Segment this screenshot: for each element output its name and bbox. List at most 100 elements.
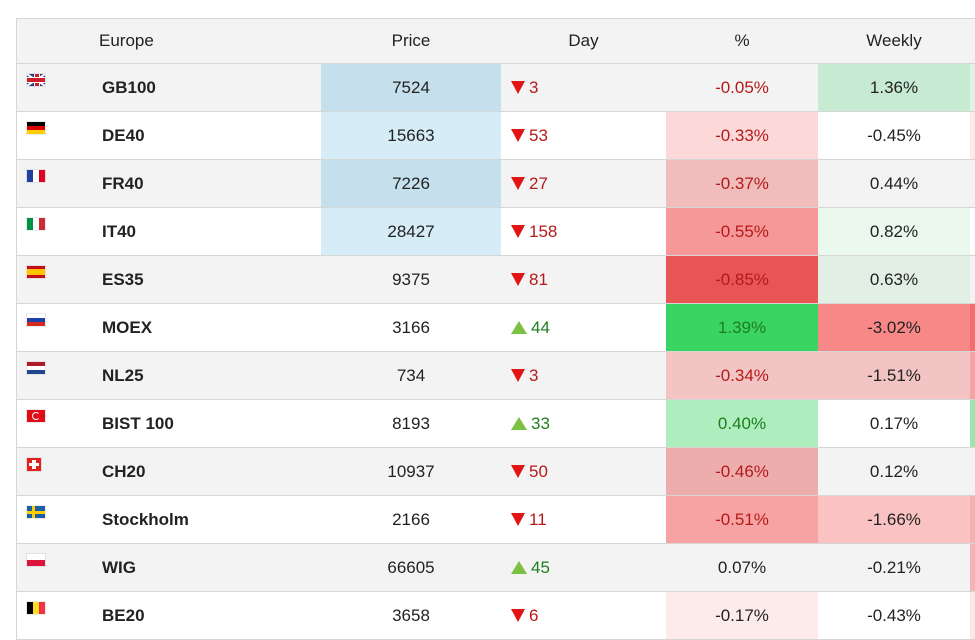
arrow-down-icon (511, 609, 525, 622)
flag-cell (17, 592, 67, 639)
flag-cell (17, 256, 67, 303)
table-row[interactable]: NL25 734 3 -0.34% -1.51% (17, 352, 975, 400)
index-name[interactable]: ES35 (102, 269, 144, 289)
day-change-value: 53 (529, 125, 548, 145)
table-row[interactable]: DE40 15663 53 -0.33% -0.45% (17, 112, 975, 160)
flag-cell (17, 544, 67, 591)
index-name[interactable]: MOEX (102, 317, 153, 337)
table-row[interactable]: BIST 100 8193 33 0.40% 0.17% (17, 400, 975, 448)
day-change-cell: 3 (501, 352, 666, 399)
header-weekly[interactable]: Weekly (866, 31, 922, 50)
arrow-down-icon (511, 273, 525, 286)
flag-cell (17, 400, 67, 447)
day-change-value: 45 (531, 557, 550, 577)
day-change-cell: 44 (501, 304, 666, 351)
header-flag-col (17, 19, 67, 63)
day-change-cell: 33 (501, 400, 666, 447)
index-name[interactable]: NL25 (102, 365, 144, 385)
weekly-change-cell: -1.66% (818, 496, 970, 543)
header-pct[interactable]: % (734, 31, 750, 50)
day-change-value: 81 (529, 269, 548, 289)
table-row[interactable]: ES35 9375 81 -0.85% 0.63% (17, 256, 975, 304)
table-row[interactable]: Stockholm 2166 11 -0.51% -1.66% (17, 496, 975, 544)
table-row[interactable]: MOEX 3166 44 1.39% -3.02% (17, 304, 975, 352)
weekly-change-cell: 0.17% (869, 413, 919, 433)
index-name[interactable]: IT40 (102, 221, 137, 241)
index-name[interactable]: BIST 100 (102, 413, 174, 433)
flag-cell (17, 64, 67, 111)
pct-change-cell: -0.33% (666, 112, 818, 159)
pct-change-cell: -0.17% (666, 592, 818, 639)
table-row[interactable]: CH20 10937 50 -0.46% 0.12% (17, 448, 975, 496)
pct-change-cell: 1.39% (666, 304, 818, 351)
day-change-value: 44 (531, 317, 550, 337)
table-row[interactable]: BE20 3658 6 -0.17% -0.43% (17, 592, 975, 640)
price-cell: 10937 (387, 461, 435, 481)
belgium-flag-icon (27, 602, 45, 614)
pct-change-cell: -0.34% (666, 352, 818, 399)
turkey-flag-icon (27, 410, 45, 422)
flag-cell (17, 160, 67, 207)
extra-column-cell (970, 400, 975, 447)
russia-flag-icon (27, 314, 45, 326)
pct-change-cell: -0.05% (715, 77, 769, 97)
flag-cell (17, 304, 67, 351)
index-name[interactable]: BE20 (102, 605, 145, 625)
price-cell: 3658 (392, 605, 430, 625)
uk-flag-icon (27, 74, 45, 86)
day-change-cell: 27 (501, 160, 666, 207)
index-name[interactable]: GB100 (102, 77, 156, 97)
index-name[interactable]: CH20 (102, 461, 146, 481)
header-price[interactable]: Price (391, 31, 431, 50)
header-region[interactable]: Europe (99, 31, 154, 50)
arrow-up-icon (511, 321, 527, 334)
italy-flag-icon (27, 218, 45, 230)
index-name[interactable]: Stockholm (102, 509, 189, 529)
extra-column-cell (970, 592, 975, 639)
pct-change-cell: -0.37% (666, 160, 818, 207)
arrow-down-icon (511, 465, 525, 478)
arrow-down-icon (511, 129, 525, 142)
pct-change-cell: -0.46% (666, 448, 818, 495)
price-cell: 66605 (387, 557, 435, 577)
day-change-value: 6 (529, 605, 539, 625)
index-name[interactable]: WIG (102, 557, 136, 577)
day-change-value: 27 (529, 173, 548, 193)
extra-column-cell (970, 160, 975, 207)
extra-column-cell (970, 544, 975, 591)
table-row[interactable]: IT40 28427 158 -0.55% 0.82% (17, 208, 975, 256)
weekly-change-cell: -0.43% (867, 605, 921, 625)
weekly-change-cell: -0.45% (867, 125, 921, 145)
price-cell: 3166 (392, 317, 430, 337)
extra-column-cell (970, 112, 975, 159)
price-cell: 15663 (321, 112, 501, 159)
pct-change-cell: 0.07% (717, 557, 767, 577)
day-change-cell: 158 (501, 208, 666, 255)
weekly-change-cell: 0.44% (869, 173, 919, 193)
index-name[interactable]: DE40 (102, 125, 145, 145)
index-name[interactable]: FR40 (102, 173, 144, 193)
extra-column-cell (970, 448, 975, 495)
table-row[interactable]: FR40 7226 27 -0.37% 0.44% (17, 160, 975, 208)
spain-flag-icon (27, 266, 45, 278)
arrow-up-icon (511, 561, 527, 574)
price-cell: 7226 (321, 160, 501, 207)
arrow-down-icon (511, 513, 525, 526)
weekly-change-cell: 0.12% (869, 461, 919, 481)
table-row[interactable]: WIG 66605 45 0.07% -0.21% (17, 544, 975, 592)
header-day[interactable]: Day (568, 31, 599, 50)
france-flag-icon (27, 170, 45, 182)
day-change-value: 3 (529, 77, 539, 97)
table-row[interactable]: GB100 7524 3 -0.05% 1.36% (17, 64, 975, 112)
price-cell: 8193 (392, 413, 430, 433)
flag-cell (17, 112, 67, 159)
extra-column-cell (970, 352, 975, 399)
day-change-value: 158 (529, 221, 558, 241)
switzerland-flag-icon (27, 458, 41, 471)
germany-flag-icon (27, 122, 45, 134)
pct-change-cell: 0.40% (666, 400, 818, 447)
arrow-up-icon (511, 417, 527, 430)
day-change-value: 50 (529, 461, 548, 481)
weekly-change-cell: -3.02% (818, 304, 970, 351)
flag-cell (17, 496, 67, 543)
